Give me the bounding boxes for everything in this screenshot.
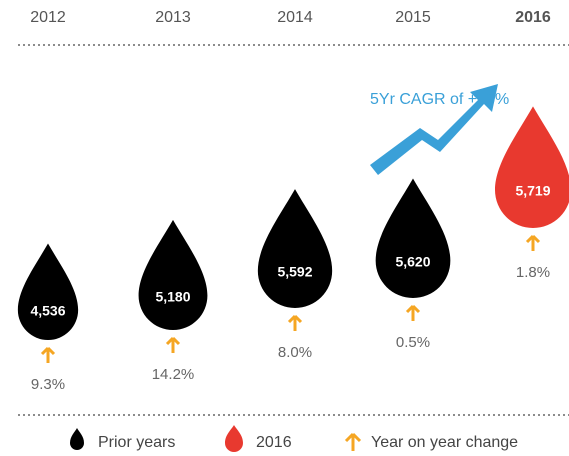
drop <box>375 178 451 298</box>
legend: Prior years 2016 Year on year change <box>70 425 518 452</box>
change-label: 1.8% <box>516 264 550 281</box>
change-arrow <box>525 234 541 251</box>
annotation: 5Yr CAGR of +13% <box>370 91 509 108</box>
value-label: 4,536 <box>30 303 65 319</box>
change-arrow <box>287 314 303 331</box>
year-label: 2012 <box>30 9 66 26</box>
drop <box>257 189 333 308</box>
legend-label: Prior years <box>98 434 175 451</box>
legend-drop <box>70 428 84 450</box>
change-label: 0.5% <box>396 334 430 351</box>
value-label: 5,180 <box>155 288 190 304</box>
drop <box>138 219 208 330</box>
change-arrow <box>40 346 56 363</box>
change-label: 9.3% <box>31 376 65 393</box>
value-label: 5,592 <box>277 264 312 280</box>
legend-drop <box>225 425 243 452</box>
trend-arrow <box>370 84 498 175</box>
change-label: 14.2% <box>152 366 195 383</box>
drop <box>495 106 569 228</box>
year-label: 2014 <box>277 9 313 26</box>
year-label: 2016 <box>515 9 551 26</box>
drop <box>17 243 79 341</box>
year-label: 2013 <box>155 9 191 26</box>
change-label: 8.0% <box>278 344 312 361</box>
value-label: 5,620 <box>395 253 430 269</box>
legend-arrow <box>344 432 362 451</box>
change-arrow <box>165 336 181 353</box>
legend-label: Year on year change <box>371 434 518 451</box>
year-label: 2015 <box>395 9 431 26</box>
legend-label: 2016 <box>256 434 292 451</box>
value-label: 5,719 <box>515 183 550 199</box>
change-arrow <box>405 304 421 321</box>
